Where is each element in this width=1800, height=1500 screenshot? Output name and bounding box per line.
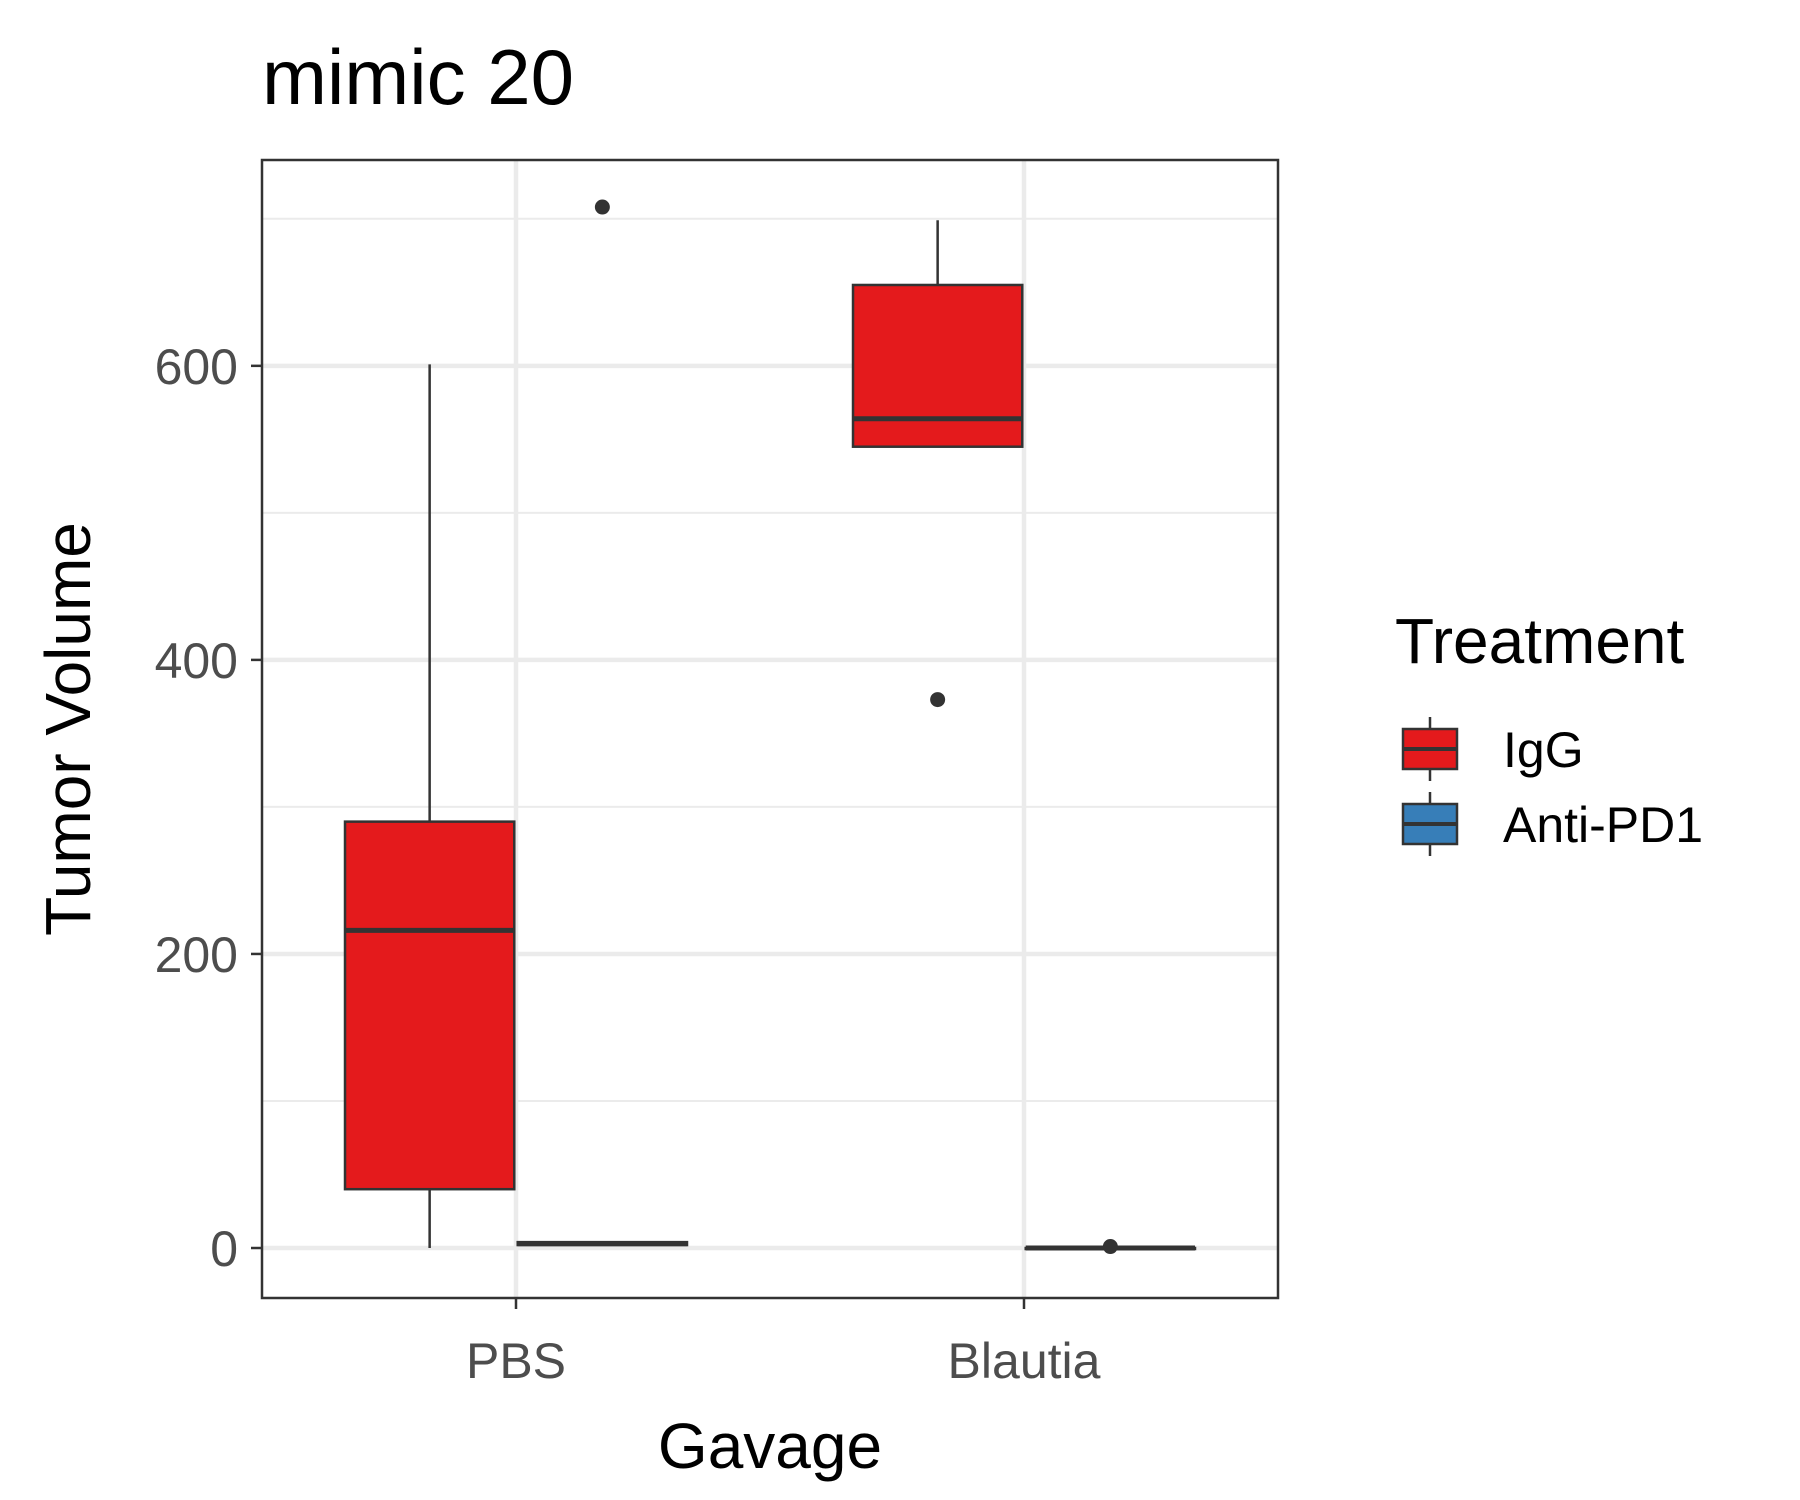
legend-item-anti-pd1: Anti-PD1 (1401, 792, 1703, 856)
y-tick-label: 0 (210, 1221, 238, 1277)
box-iqr (343, 820, 516, 1191)
outlier-point (1102, 1239, 1118, 1255)
legend-title: Treatment (1395, 605, 1685, 677)
chart-title: mimic 20 (262, 33, 574, 121)
box-anti-pd1-blautia (1024, 1239, 1197, 1255)
x-axis-title: Gavage (658, 1410, 882, 1482)
y-axis: 0 200 400 600 (155, 339, 262, 1277)
x-tick-label: Blautia (948, 1333, 1101, 1389)
y-axis-title: Tumor Volume (32, 522, 104, 936)
outlier-point (594, 199, 610, 215)
box-anti-pd1-pbs (516, 199, 689, 1247)
legend-label: IgG (1503, 722, 1584, 778)
y-tick-label: 600 (155, 339, 238, 395)
legend-label: Anti-PD1 (1503, 797, 1703, 853)
legend: IgG Anti-PD1 (1401, 717, 1703, 856)
outlier-point (930, 692, 946, 708)
box-marks (343, 199, 1197, 1255)
legend-item-igg: IgG (1401, 717, 1584, 781)
y-tick-label: 400 (155, 633, 238, 689)
box-igg-blautia (851, 220, 1024, 708)
box-igg-pbs (343, 364, 516, 1249)
x-axis: PBS Blautia (466, 1298, 1101, 1389)
y-tick-label: 200 (155, 927, 238, 983)
x-tick-label: PBS (466, 1333, 566, 1389)
box-iqr (851, 283, 1024, 448)
grid-lines (262, 160, 1278, 1298)
plot-border (260, 158, 1280, 1300)
